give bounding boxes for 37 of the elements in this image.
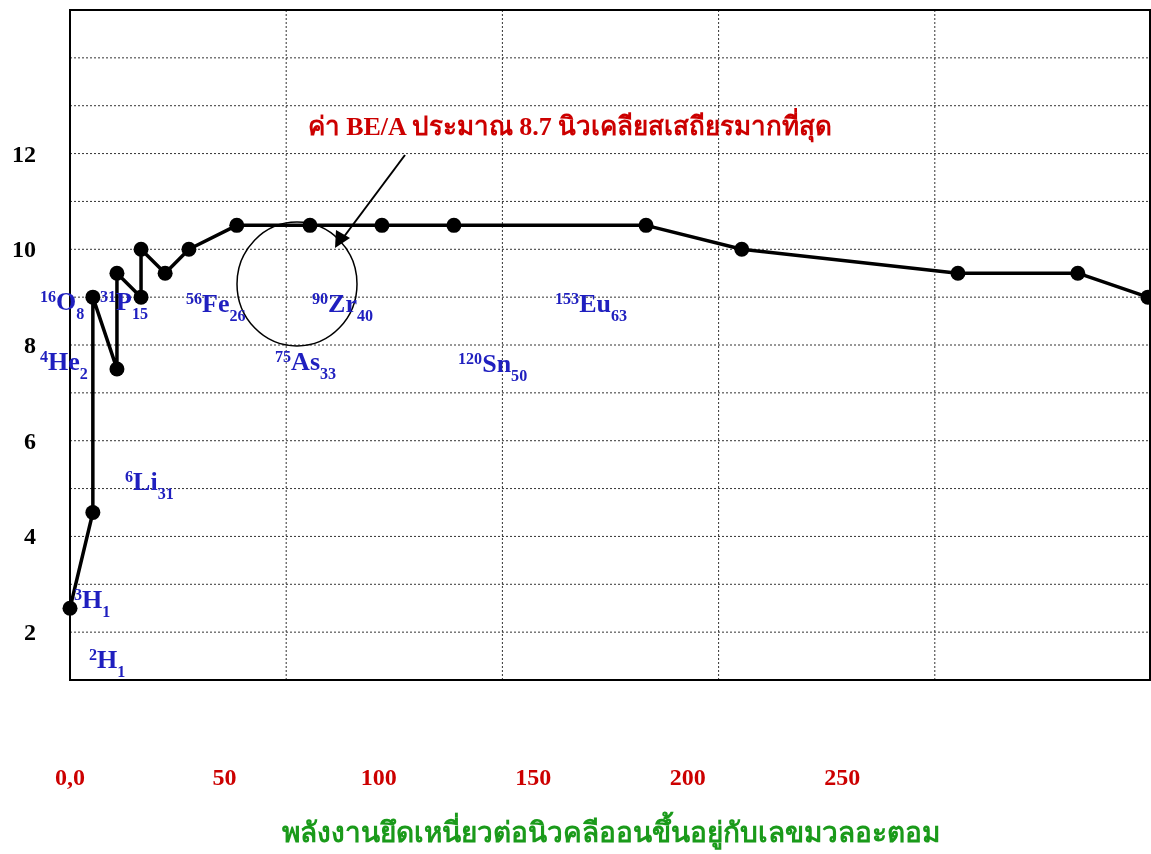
point bbox=[133, 241, 149, 257]
x-tick-label: 150 bbox=[515, 764, 552, 790]
y-tick-label: 8 bbox=[24, 332, 36, 358]
point bbox=[181, 241, 197, 257]
y-tick-label: 12 bbox=[12, 140, 36, 167]
x-tick-label: 0,0 bbox=[55, 764, 85, 790]
point bbox=[62, 600, 78, 616]
point bbox=[950, 265, 966, 281]
point bbox=[157, 265, 173, 281]
x-tick-label: 100 bbox=[360, 764, 397, 790]
point bbox=[734, 241, 750, 257]
annotation: $^{120}$Sn$_{50}$ bbox=[458, 349, 528, 384]
y-tick-label: 4 bbox=[24, 523, 36, 550]
point bbox=[109, 265, 125, 281]
x-tick-label: 200 bbox=[669, 764, 706, 790]
point bbox=[133, 289, 149, 305]
annotation: ค่า BE/A ประมาณ 8.7 นิวเคลียสเสถียรมากที่สุด bbox=[307, 107, 833, 143]
annotation: $^{75}$As$_{33}$ bbox=[275, 347, 337, 382]
y-tick-label: 2 bbox=[24, 619, 36, 646]
annotation: $^{2}$H$_{1}$ bbox=[89, 645, 126, 680]
x-axis-title: พลังงานยึดเหนี่ยวต่อนิวคลีออนขึ้นอยู่กับเลขมวลอะตอม bbox=[281, 811, 940, 850]
point bbox=[229, 217, 245, 233]
y-tick-label: 10 bbox=[12, 236, 36, 263]
x-tick-label: 250 bbox=[824, 764, 861, 790]
point bbox=[638, 217, 654, 233]
annotation: $^{3}$H$_{1}$ bbox=[74, 585, 111, 620]
point bbox=[109, 361, 125, 377]
point bbox=[85, 289, 101, 305]
point bbox=[374, 217, 390, 233]
x-tick-label: 50 bbox=[212, 764, 237, 790]
annotation: $^{153}$Eu$_{63}$ bbox=[555, 289, 628, 324]
point bbox=[446, 217, 462, 233]
point bbox=[1070, 265, 1086, 281]
annotation: $^{6}$Li$_{31}$ bbox=[125, 467, 174, 502]
point bbox=[85, 505, 101, 520]
annotation: $^{56}$Fe$_{26}$ bbox=[186, 289, 246, 324]
y-tick-label: 6 bbox=[24, 427, 36, 454]
